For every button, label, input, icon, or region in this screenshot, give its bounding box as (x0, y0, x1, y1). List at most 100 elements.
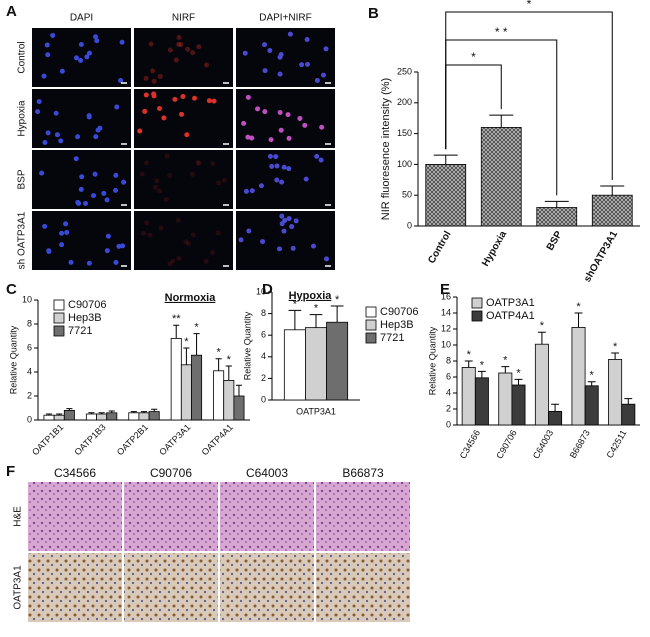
bar (326, 321, 349, 401)
cell (104, 197, 110, 203)
legend-swatch (365, 319, 377, 331)
bar (170, 337, 182, 421)
x-tick-label: C64003 (531, 428, 555, 460)
cell (278, 52, 284, 58)
cell (241, 120, 247, 126)
legend-label: OATP3A1 (486, 297, 535, 309)
chart-title: Normoxia (165, 292, 217, 304)
cell (319, 124, 325, 130)
cell (245, 94, 251, 100)
cell (299, 62, 305, 68)
error-bar (225, 365, 232, 381)
cell (293, 218, 299, 224)
significance: * (480, 359, 485, 371)
bar (511, 384, 526, 426)
cell (44, 42, 50, 48)
legend-swatch (53, 325, 65, 337)
y-tick-label: 150 (397, 128, 412, 138)
cell (161, 115, 167, 121)
cell (179, 111, 185, 117)
micrograph (236, 150, 335, 209)
cell (167, 47, 173, 53)
cell (320, 72, 326, 78)
cell (274, 163, 280, 169)
error-bar (611, 352, 620, 360)
error-bar (173, 324, 180, 339)
cell (144, 220, 150, 226)
cell (210, 161, 216, 167)
legend-swatch (53, 299, 65, 311)
cell (258, 183, 264, 189)
cell (262, 68, 268, 74)
row-label: sh OATP3A1 (17, 211, 28, 269)
cell (279, 179, 285, 185)
cell (167, 261, 173, 267)
x-tick-label: C90706 (494, 428, 518, 460)
micrograph (124, 553, 218, 622)
bracket (445, 64, 502, 150)
error-bar (514, 378, 523, 385)
cell (249, 135, 255, 141)
error-bar (537, 331, 546, 345)
bar (591, 194, 633, 227)
cell (269, 163, 275, 169)
cell (36, 99, 42, 105)
cell (170, 258, 176, 264)
cell (101, 190, 107, 196)
cell (35, 109, 41, 115)
cell (246, 228, 252, 234)
y-tick-label: 8 (27, 318, 32, 328)
cell (260, 239, 266, 245)
cell (176, 41, 182, 47)
significance: * (335, 294, 340, 306)
cell (267, 48, 273, 54)
cell (167, 172, 173, 178)
cell (157, 188, 163, 194)
significance: * (184, 336, 189, 348)
cell (176, 34, 182, 40)
error-bar (624, 398, 633, 405)
legend-swatch (365, 332, 377, 344)
cell (76, 201, 82, 207)
cell (175, 217, 181, 223)
cell (86, 114, 92, 120)
micrograph (134, 150, 233, 209)
bar (534, 343, 549, 426)
error-bar (66, 408, 73, 411)
cell (196, 160, 202, 166)
significance: * (194, 322, 199, 334)
y-tick-label: 4 (261, 351, 266, 361)
bar (138, 412, 150, 421)
y-tick-label: 50 (402, 190, 412, 200)
cell (318, 157, 324, 163)
cell (73, 156, 79, 162)
y-tick-label: 8 (261, 308, 266, 318)
significance: * (540, 320, 545, 332)
x-tick-label: OATP1B3 (72, 422, 107, 457)
cell (93, 34, 99, 40)
y-axis-label: Relative Quantity (427, 326, 437, 395)
legend-label: C90706 (68, 299, 107, 311)
cell (310, 243, 316, 249)
error-bar (98, 412, 105, 414)
cell (286, 216, 292, 222)
cell (93, 134, 99, 140)
cell (156, 106, 162, 112)
error-bar (330, 305, 344, 323)
cell (39, 170, 45, 176)
error-bar (309, 314, 323, 328)
bar (180, 364, 192, 421)
error-bar (56, 413, 63, 416)
cell (243, 188, 249, 194)
y-tick-label: 16 (441, 291, 451, 301)
cell (277, 109, 283, 115)
significance: * (216, 347, 221, 359)
cell (75, 134, 81, 140)
significance: * (576, 301, 581, 313)
error-bar (288, 309, 302, 330)
row-label: Control (17, 41, 28, 73)
cell (203, 258, 209, 264)
micrograph (32, 211, 131, 270)
x-tick-label: BSP (545, 229, 565, 253)
cell (78, 57, 84, 63)
